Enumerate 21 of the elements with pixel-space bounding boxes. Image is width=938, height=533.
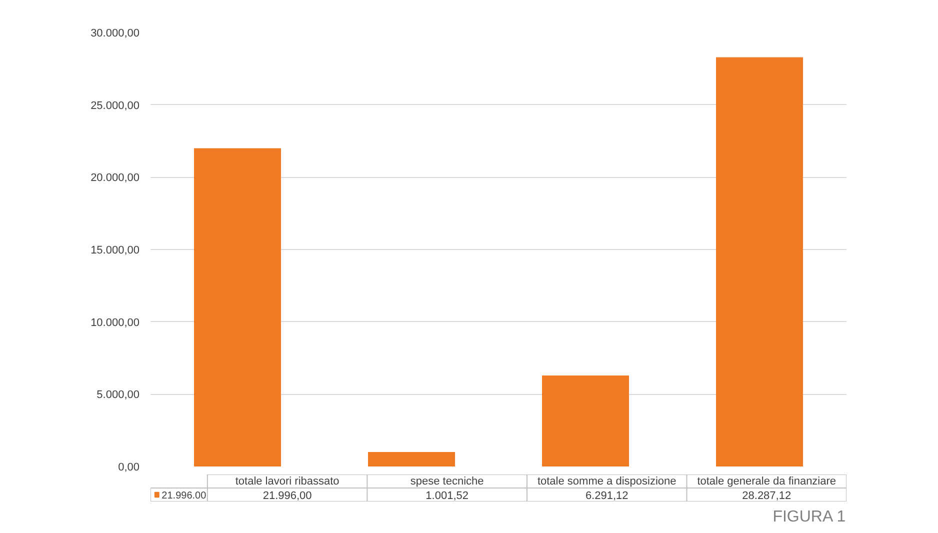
y-tick-label: 10.000,00 <box>90 316 140 329</box>
x-tick-label: totale lavori ribassato <box>235 475 340 488</box>
y-tick-label: 0,00 <box>118 462 140 474</box>
text: FIGURA 1 <box>772 508 846 526</box>
data-label: 6.291,12 <box>585 490 628 502</box>
bar <box>542 375 629 466</box>
legend-label: 21.996.00 <box>162 490 207 502</box>
y-tick-label: 30.000,00 <box>90 28 140 40</box>
x-tick-label: totale somme a disposizione <box>537 475 676 488</box>
data-label: 21.996,00 <box>262 490 312 502</box>
y-tick-label: 20.000,00 <box>90 172 140 184</box>
y-tick-label: 25.000,00 <box>90 100 140 112</box>
x-tick-label: totale generale da finanziare <box>697 475 836 488</box>
bar <box>194 148 281 466</box>
y-tick-label: 5.000,00 <box>96 389 140 402</box>
x-tick-label: spese tecniche <box>410 475 484 488</box>
y-tick-label: 15.000,00 <box>90 244 140 256</box>
bar <box>716 57 803 466</box>
data-label: 28.287,12 <box>742 490 792 502</box>
data-label: 1.001,52 <box>426 490 468 502</box>
bar <box>368 452 455 466</box>
